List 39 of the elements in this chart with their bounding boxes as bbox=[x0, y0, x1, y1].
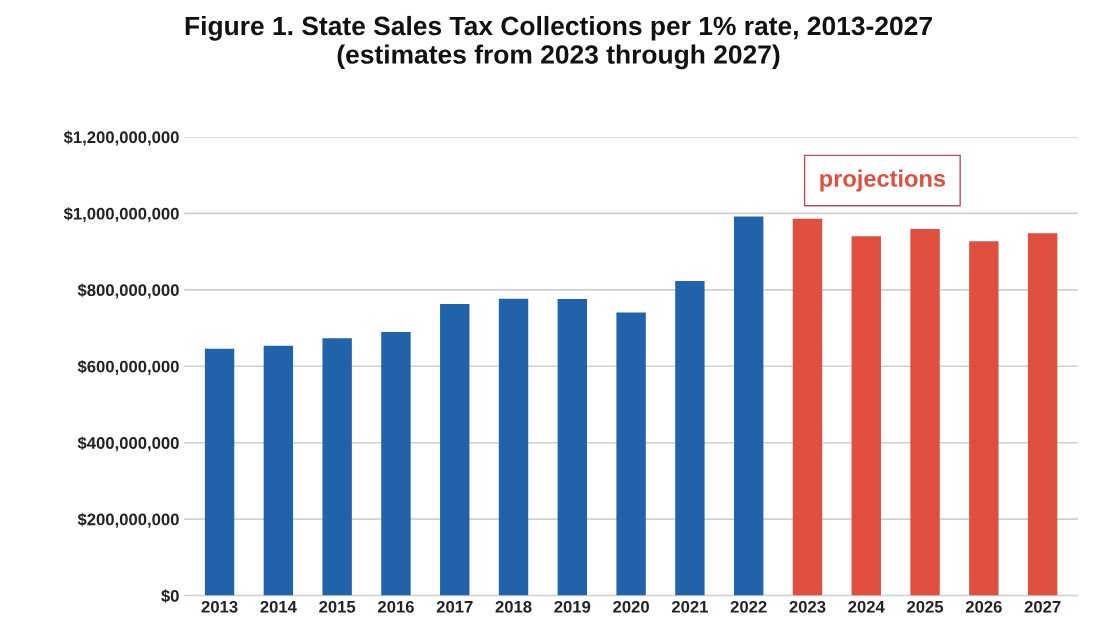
bar bbox=[851, 236, 881, 596]
bar bbox=[204, 348, 235, 596]
bar bbox=[969, 241, 999, 596]
x-tick-label: 2027 bbox=[1024, 600, 1061, 613]
bar bbox=[733, 216, 764, 596]
x-tick-label: 2018 bbox=[495, 600, 532, 613]
bar bbox=[381, 331, 411, 596]
x-tick-label: 2015 bbox=[319, 600, 356, 613]
y-tick-label: $1,200,000,000 bbox=[63, 130, 179, 146]
x-tick-label: 2020 bbox=[613, 600, 649, 613]
chart-title: Figure 1. State Sales Tax Collections per 1% rate, 2013-2027 (estimates from 2023 through 2027) bbox=[185, 15, 932, 70]
annotation: projections bbox=[820, 169, 946, 192]
x-tick-label: 2016 bbox=[377, 600, 414, 613]
x-tick-label: 2026 bbox=[965, 600, 1002, 613]
y-tick-label: $1,000,000,000 bbox=[63, 207, 179, 223]
y-tick-label: $600,000,000 bbox=[77, 359, 179, 375]
x-tick-label: 2019 bbox=[554, 600, 591, 613]
x-tick-label: 2014 bbox=[260, 600, 297, 613]
y-tick-label: $400,000,000 bbox=[77, 436, 179, 452]
bar bbox=[1027, 233, 1058, 596]
x-tick-label: 2013 bbox=[201, 600, 238, 613]
y-tick-label: $200,000,000 bbox=[77, 512, 179, 528]
x-tick-label: 2022 bbox=[730, 600, 767, 613]
bar bbox=[557, 299, 588, 596]
bar bbox=[675, 281, 705, 596]
x-tick-label: 2024 bbox=[848, 600, 885, 613]
y-tick-label: $0 bbox=[161, 589, 179, 603]
x-tick-label: 2017 bbox=[436, 600, 473, 613]
bar bbox=[263, 345, 294, 596]
bar bbox=[910, 229, 940, 596]
y-tick-label: $800,000,000 bbox=[77, 283, 179, 299]
x-tick-label: 2023 bbox=[789, 600, 826, 613]
bar bbox=[792, 218, 823, 596]
bar bbox=[498, 298, 529, 596]
x-tick-label: 2025 bbox=[907, 600, 944, 613]
bar bbox=[616, 312, 646, 596]
bar bbox=[440, 303, 470, 596]
x-tick-label: 2021 bbox=[671, 600, 708, 613]
bar bbox=[322, 338, 352, 596]
